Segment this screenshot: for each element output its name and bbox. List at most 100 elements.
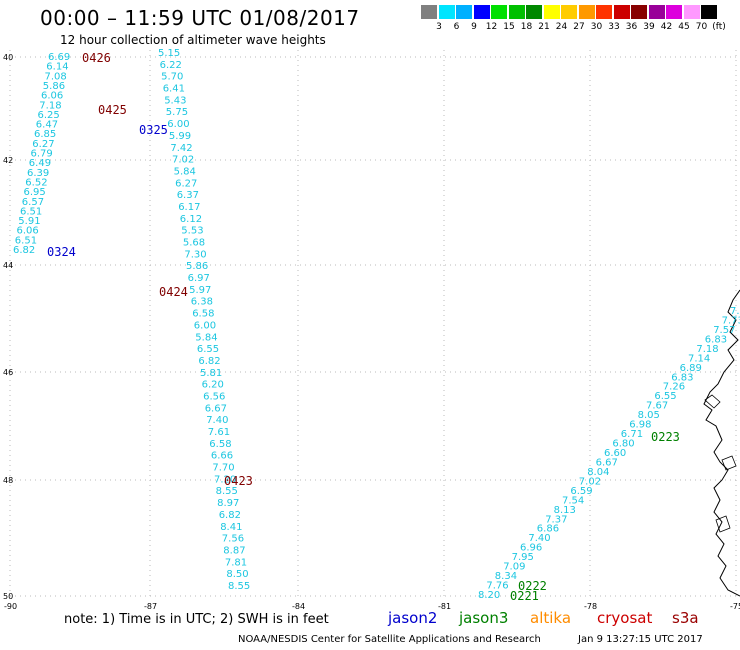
- wave-height-value: 6.55: [197, 344, 219, 355]
- wave-height-value: 6.85: [34, 129, 56, 140]
- lon-tick-label: -75: [730, 602, 740, 611]
- wave-height-value: 8.87: [223, 546, 245, 557]
- wave-height-value: 7.18: [39, 100, 61, 111]
- wave-height-value: 8.55: [216, 486, 238, 497]
- wave-height-value: 7.57: [713, 325, 735, 336]
- wave-height-value: 6.97: [188, 273, 210, 284]
- wave-height-value: 8.50: [226, 569, 248, 580]
- wave-height-value: 6.98: [629, 420, 651, 431]
- wave-height-value: 8.13: [554, 505, 576, 516]
- wave-height-value: 6.06: [41, 91, 63, 102]
- wave-height-value: 6.27: [175, 178, 197, 189]
- pass-time-label: 0222: [518, 579, 547, 593]
- wave-height-value: 6.22: [160, 60, 182, 71]
- wave-height-value: 6.20: [202, 380, 224, 391]
- legend-label: 39: [643, 22, 655, 32]
- legend-label: 33: [608, 22, 620, 32]
- legend-label: 15: [503, 22, 515, 32]
- legend-label: 12: [485, 22, 498, 32]
- lat-tick-label: 44: [3, 261, 13, 270]
- wave-height-value: 7.56: [222, 534, 244, 545]
- wave-height-value: 6.00: [167, 119, 189, 130]
- wave-height-value: 6.25: [38, 110, 60, 121]
- wave-height-value: 8.05: [638, 410, 660, 421]
- wave-height-value: 6.14: [46, 62, 68, 73]
- wave-height-value: 6.51: [15, 235, 37, 246]
- wave-height-value: 6.66: [211, 451, 233, 462]
- wave-height-value: 6.67: [205, 403, 227, 414]
- wave-height-value: 7.02: [172, 155, 194, 166]
- wave-height-value: 6.37: [177, 190, 199, 201]
- satellite-name: s3a: [672, 609, 699, 627]
- legend-swatch: [701, 5, 717, 19]
- wave-height-value: 6.83: [671, 372, 693, 383]
- wave-height-value: 6.38: [191, 297, 213, 308]
- lon-tick-label: -81: [438, 602, 451, 611]
- wave-height-value: 7.42: [170, 143, 192, 154]
- legend-swatch: [596, 5, 612, 19]
- wave-height-value: 7.54: [562, 495, 584, 506]
- wave-height-value: 6.67: [596, 458, 618, 469]
- lon-tick-label: -84: [292, 602, 305, 611]
- legend-label: 6: [453, 22, 460, 32]
- wave-height-value: 8.34: [495, 571, 517, 582]
- wave-height-value: 7.02: [579, 476, 601, 487]
- wave-height-value: 6.52: [25, 177, 47, 188]
- wave-height-value: 7.67: [646, 401, 668, 412]
- altimeter-tracks: 6.696.147.085.866.067.186.256.476.856.27…: [13, 48, 740, 601]
- legend-swatch: [473, 5, 490, 19]
- legend-swatch: [631, 5, 647, 19]
- wave-height-value: 7.95: [512, 552, 534, 563]
- wave-height-value: 7.40: [528, 533, 550, 544]
- wave-height-value: 6.49: [29, 158, 51, 169]
- pass-time-label: 0221: [510, 589, 539, 603]
- satellite-name: cryosat: [597, 609, 653, 627]
- wave-height-value: 7.14: [688, 353, 710, 364]
- wave-height-value: 8.04: [587, 467, 609, 478]
- wave-height-value: 6.82: [198, 356, 220, 367]
- wave-height-value: 7.61: [208, 427, 230, 438]
- wave-height-value: 6.59: [570, 486, 592, 497]
- legend-label: 3: [436, 22, 442, 32]
- satellite-name: altika: [530, 609, 572, 627]
- wave-height-value: 6.82: [13, 245, 35, 256]
- wave-height-value: 7.59: [730, 306, 740, 317]
- wave-height-value: 6.96: [520, 543, 542, 554]
- legend-swatch: [683, 5, 700, 19]
- map-subtitle: 12 hour collection of altimeter wave hei…: [60, 33, 326, 47]
- legend-swatch: [666, 5, 682, 19]
- wave-height-value: 7.81: [225, 557, 247, 568]
- legend-label: 30: [590, 22, 603, 32]
- pass-time-label: 0325: [139, 123, 168, 137]
- wave-height-value: 6.58: [192, 309, 214, 320]
- wave-height-value: 7.08: [45, 71, 67, 82]
- wave-height-value: 7.73: [722, 316, 740, 327]
- footer-credit: NOAA/NESDIS Center for Satellite Applica…: [238, 634, 541, 645]
- legend-swatch: [526, 5, 542, 19]
- wave-height-value: 6.51: [20, 206, 42, 217]
- satellite-name: jason2: [388, 609, 438, 627]
- legend-label: 27: [573, 22, 585, 32]
- wave-height-value: 7.70: [212, 463, 234, 474]
- lon-tick-label: -78: [584, 602, 597, 611]
- wave-height-value: 6.80: [612, 439, 634, 450]
- wave-height-value: 6.27: [32, 139, 54, 150]
- coastline: [703, 289, 740, 597]
- wave-height-value: 5.75: [166, 107, 188, 118]
- wave-height-value: 5.86: [43, 81, 65, 92]
- legend-swatch: [648, 5, 665, 19]
- pass-time-label: 0424: [159, 285, 188, 299]
- wave-height-value: 8.41: [220, 522, 242, 533]
- wave-height-value: 6.12: [180, 214, 202, 225]
- lat-tick-label: 50: [3, 592, 13, 601]
- pass-time-label: 0425: [98, 103, 127, 117]
- lat-tick-label: 42: [3, 156, 13, 165]
- legend-swatch: [508, 5, 525, 19]
- legend-label: 42: [660, 22, 673, 32]
- lat-tick-label: 40: [3, 53, 13, 62]
- legend-swatch: [543, 5, 560, 19]
- pass-time-label: 0223: [651, 430, 680, 444]
- wave-height-value: 5.81: [200, 368, 222, 379]
